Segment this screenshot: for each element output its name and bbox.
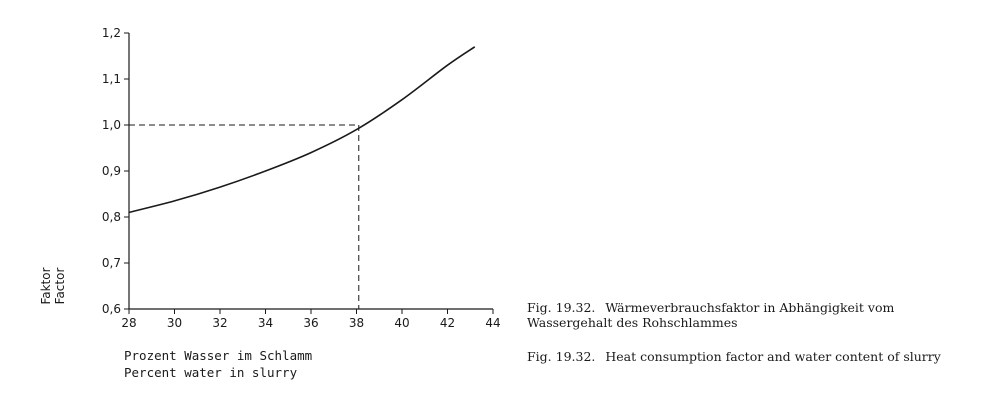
y-tick-label: 1,2 bbox=[102, 26, 121, 40]
y-tick-label: 0,6 bbox=[102, 302, 121, 316]
y-axis-title-german: Faktor bbox=[39, 267, 53, 304]
series bbox=[128, 46, 476, 214]
x-tick-label: 32 bbox=[212, 316, 227, 330]
x-tick-label: 30 bbox=[167, 316, 182, 330]
x-tick-label: 44 bbox=[485, 316, 500, 330]
y-tick-label: 1,0 bbox=[102, 118, 121, 132]
y-tick-label: 0,7 bbox=[102, 256, 121, 270]
y-tick-label: 1,1 bbox=[102, 72, 121, 86]
chart-axes bbox=[128, 33, 493, 310]
series-line bbox=[128, 46, 476, 214]
caption-german-number: Fig. 19.32. bbox=[527, 300, 596, 315]
caption-english: Fig. 19.32. Heat consumption factor and … bbox=[527, 349, 977, 364]
x-axis-title-german: Prozent Wasser im Schlamm bbox=[124, 348, 312, 363]
y-tick-label: 0,9 bbox=[102, 164, 121, 178]
x-tick-label: 28 bbox=[121, 316, 136, 330]
caption-german-text: Wärmeverbrauchsfaktor in Abhängigkeit vo… bbox=[527, 300, 895, 330]
x-tick-label: 36 bbox=[303, 316, 318, 330]
y-tick-label: 0,8 bbox=[102, 210, 121, 224]
x-axis-title-english: Percent water in slurry bbox=[124, 365, 298, 380]
x-tick-label: 38 bbox=[349, 316, 364, 330]
x-tick-label: 34 bbox=[258, 316, 273, 330]
x-ticks: 28 30 32 34 36 38 40 42 44 bbox=[121, 309, 501, 330]
y-ticks: 0,6 0,7 0,8 0,9 1,0 1,1 1,2 bbox=[102, 26, 129, 316]
caption-english-text: Heat consumption factor and water conten… bbox=[605, 349, 941, 364]
x-tick-label: 40 bbox=[394, 316, 409, 330]
chart: 28 30 32 34 36 38 40 42 44 0,6 0,7 0,8 0,9 1,0 1,1 1,2… bbox=[39, 26, 501, 380]
caption-german: Fig. 19.32. Wärmeverbrauchsfaktor in Abh… bbox=[527, 300, 977, 330]
caption-english-number: Fig. 19.32. bbox=[527, 349, 596, 364]
x-tick-label: 42 bbox=[440, 316, 455, 330]
y-axis-title-english: Factor bbox=[53, 268, 67, 305]
reference-lines bbox=[129, 124, 360, 309]
